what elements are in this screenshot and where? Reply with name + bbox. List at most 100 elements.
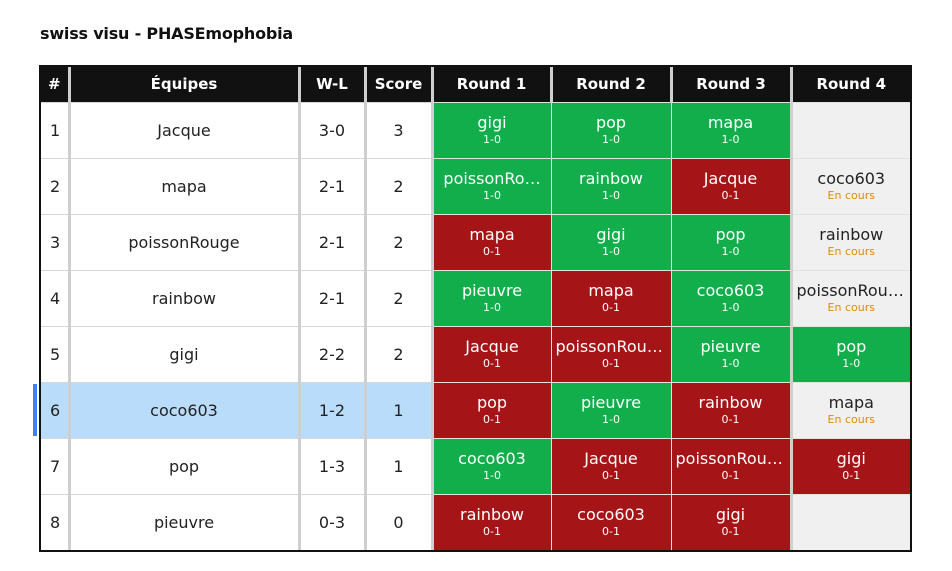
opponent-name: Jacque: [465, 338, 519, 356]
match-result: 1-0: [483, 133, 501, 146]
opponent-name: poissonRo…: [443, 170, 541, 188]
score-cell: 2: [363, 325, 432, 382]
round-3-match-cell[interactable]: coco603 1-0: [670, 269, 791, 326]
header-round-3[interactable]: Round 3: [669, 67, 791, 102]
match-result: 0-1: [602, 525, 620, 539]
round-1-match-cell[interactable]: mapa 0-1: [430, 213, 551, 270]
header-round-1[interactable]: Round 1: [430, 67, 551, 102]
header-win-loss[interactable]: W-L: [297, 67, 365, 102]
round-4-match-cell[interactable]: pop 1-0: [789, 325, 910, 382]
round-2-match-cell[interactable]: rainbow 1-0: [550, 157, 671, 214]
opponent-name: coco603: [817, 170, 886, 188]
match-result: 1-0: [483, 469, 501, 482]
table-row[interactable]: 1 Jacque 3-0 3 gigi 1-0 pop 1-0 mapa 1-0: [41, 101, 910, 158]
round-3-match-cell[interactable]: poissonRouge 0-1: [670, 437, 791, 494]
header-round-2[interactable]: Round 2: [549, 67, 671, 102]
win-loss-cell: 0-3: [297, 493, 365, 550]
round-4-match-cell[interactable]: rainbow En cours: [789, 213, 910, 270]
round-4-match-cell[interactable]: gigi 0-1: [789, 437, 910, 494]
opponent-name: pieuvre: [580, 394, 642, 412]
match-status: En cours: [827, 413, 875, 426]
header-rank[interactable]: #: [41, 67, 69, 102]
round-3-match-cell[interactable]: pop 1-0: [670, 213, 791, 270]
round-2-match-cell[interactable]: coco603 0-1: [550, 493, 671, 550]
opponent-name: rainbow: [460, 506, 524, 525]
match-result: 1-0: [483, 189, 501, 202]
win-loss-cell: 1-2: [297, 381, 365, 438]
opponent-name: gigi: [596, 226, 626, 244]
round-4-match-cell[interactable]: mapa En cours: [789, 381, 910, 438]
round-3-match-cell[interactable]: pieuvre 1-0: [670, 325, 791, 382]
table-row[interactable]: 4 rainbow 2-1 2 pieuvre 1-0 mapa 0-1 coco603 1-0 p…: [41, 269, 910, 326]
round-3-match-cell[interactable]: mapa 1-0: [670, 101, 791, 158]
match-status: En cours: [827, 245, 875, 258]
score-cell: 2: [363, 213, 432, 270]
opponent-name: poissonRouge: [675, 450, 787, 468]
round-2-match-cell[interactable]: Jacque 0-1: [550, 437, 671, 494]
team-name-cell: mapa: [67, 157, 299, 214]
round-1-match-cell[interactable]: pieuvre 1-0: [430, 269, 551, 326]
match-result: 0-1: [602, 301, 620, 314]
opponent-name: gigi: [477, 114, 507, 132]
team-name-cell: gigi: [67, 325, 299, 382]
round-1-match-cell[interactable]: rainbow 0-1: [430, 493, 551, 550]
header-teams[interactable]: Équipes: [67, 67, 299, 102]
match-result: 0-1: [483, 245, 501, 258]
rank-cell: 6: [41, 381, 69, 438]
opponent-name: Jacque: [584, 450, 638, 468]
opponent-name: mapa: [707, 114, 754, 132]
match-result: 1-0: [602, 245, 620, 258]
rank-cell: 2: [41, 157, 69, 214]
match-result: 1-0: [602, 189, 620, 202]
round-3-match-cell[interactable]: gigi 0-1: [670, 493, 791, 550]
header-score[interactable]: Score: [363, 67, 432, 102]
round-1-match-cell[interactable]: Jacque 0-1: [430, 325, 551, 382]
table-row[interactable]: 8 pieuvre 0-3 0 rainbow 0-1 coco603 0-1 gigi 0-1: [41, 493, 910, 550]
score-cell: 0: [363, 493, 432, 550]
match-result: 1-0: [721, 357, 740, 370]
team-name-cell: Jacque: [67, 101, 299, 158]
round-4-match-cell: [789, 493, 910, 550]
header-round-4[interactable]: Round 4: [789, 67, 910, 102]
match-result: 0-1: [602, 357, 620, 370]
page-title: swiss visu - PHASEmophobia: [40, 24, 294, 43]
match-result: 1-0: [602, 133, 620, 146]
win-loss-cell: 2-1: [297, 269, 365, 326]
round-1-match-cell[interactable]: coco603 1-0: [430, 437, 551, 494]
round-2-match-cell[interactable]: mapa 0-1: [550, 269, 671, 326]
table-row[interactable]: 6 coco603 1-2 1 pop 0-1 pieuvre 1-0 rainbow 0-1 ma…: [41, 381, 910, 438]
score-cell: 1: [363, 381, 432, 438]
opponent-name: pop: [476, 394, 508, 412]
team-name-cell: rainbow: [67, 269, 299, 326]
round-1-match-cell[interactable]: gigi 1-0: [430, 101, 551, 158]
rank-cell: 1: [41, 101, 69, 158]
win-loss-cell: 3-0: [297, 101, 365, 158]
round-2-match-cell[interactable]: poissonRouge 0-1: [550, 325, 671, 382]
match-status: En cours: [827, 189, 875, 202]
round-1-match-cell[interactable]: pop 0-1: [430, 381, 551, 438]
round-2-match-cell[interactable]: pieuvre 1-0: [550, 381, 671, 438]
opponent-name: coco603: [696, 282, 765, 300]
round-4-match-cell[interactable]: coco603 En cours: [789, 157, 910, 214]
opponent-name: mapa: [828, 394, 874, 412]
rank-cell: 4: [41, 269, 69, 326]
table-row[interactable]: 2 mapa 2-1 2 poissonRo… 1-0 rainbow 1-0 Jacque 0-…: [41, 157, 910, 214]
table-row[interactable]: 3 poissonRouge 2-1 2 mapa 0-1 gigi 1-0 pop 1-0 rai…: [41, 213, 910, 270]
round-1-match-cell[interactable]: poissonRo… 1-0: [430, 157, 551, 214]
score-cell: 2: [363, 157, 432, 214]
round-3-match-cell[interactable]: Jacque 0-1: [670, 157, 791, 214]
rank-cell: 3: [41, 213, 69, 270]
match-result: 0-1: [483, 413, 501, 426]
table-row[interactable]: 5 gigi 2-2 2 Jacque 0-1 poissonRouge 0-1 pieuvre…: [41, 325, 910, 382]
round-4-match-cell[interactable]: poissonRouge En cours: [789, 269, 910, 326]
score-cell: 2: [363, 269, 432, 326]
table-row[interactable]: 7 pop 1-3 1 coco603 1-0 Jacque 0-1 poissonRouge 0…: [41, 437, 910, 494]
win-loss-cell: 2-1: [297, 213, 365, 270]
round-3-match-cell[interactable]: rainbow 0-1: [670, 381, 791, 438]
round-2-match-cell[interactable]: gigi 1-0: [550, 213, 671, 270]
score-cell: 3: [363, 101, 432, 158]
opponent-name: rainbow: [698, 394, 763, 412]
round-2-match-cell[interactable]: pop 1-0: [550, 101, 671, 158]
opponent-name: coco603: [458, 450, 526, 468]
match-result: 1-0: [721, 245, 740, 258]
